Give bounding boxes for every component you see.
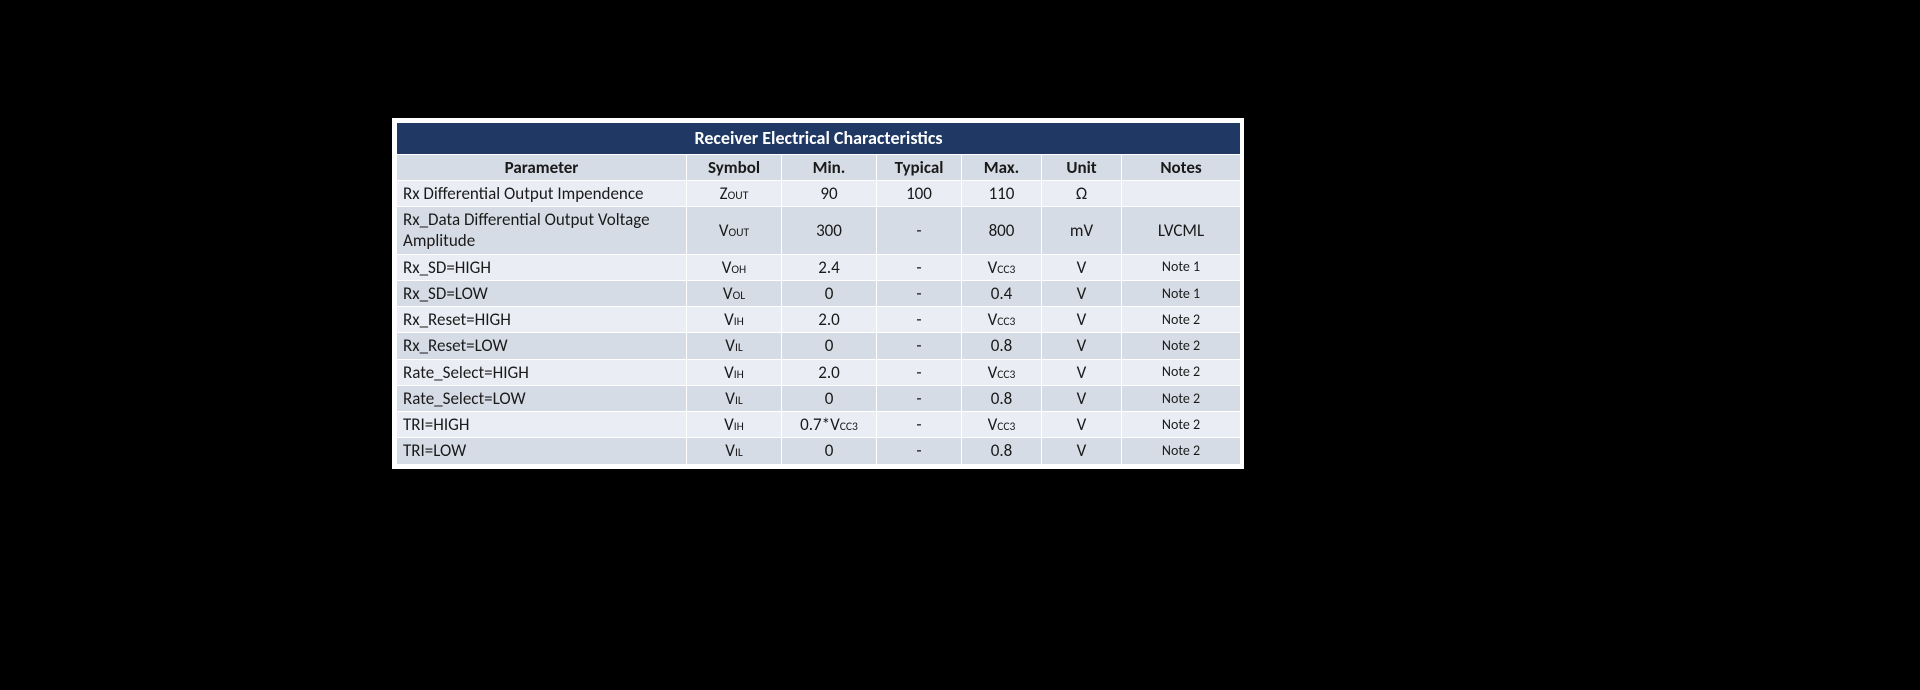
cell-max: VCC3 (962, 412, 1042, 438)
cell-min: 2.0 (782, 359, 877, 385)
cell-symbol: ZOUT (687, 180, 782, 206)
cell-unit: V (1042, 359, 1122, 385)
cell-unit: V (1042, 438, 1122, 464)
col-header-parameter: Parameter (397, 154, 687, 180)
cell-min: 0 (782, 280, 877, 306)
cell-parameter: Rate_Select=HIGH (397, 359, 687, 385)
cell-typical: - (877, 359, 962, 385)
cell-min: 0 (782, 333, 877, 359)
cell-max: VCC3 (962, 359, 1042, 385)
cell-min: 0.7*VCC3 (782, 412, 877, 438)
cell-symbol: VOUT (687, 207, 782, 255)
cell-notes (1122, 180, 1241, 206)
cell-symbol: VIH (687, 412, 782, 438)
table-row: Rx Differential Output ImpendenceZOUT901… (397, 180, 1241, 206)
cell-min: 2.4 (782, 254, 877, 280)
cell-max: VCC3 (962, 307, 1042, 333)
cell-symbol: VOL (687, 280, 782, 306)
cell-typical: - (877, 412, 962, 438)
cell-notes: Note 2 (1122, 307, 1241, 333)
cell-notes: Note 1 (1122, 254, 1241, 280)
characteristics-table: Receiver Electrical Characteristics Para… (396, 122, 1241, 465)
col-header-notes: Notes (1122, 154, 1241, 180)
cell-notes: LVCML (1122, 207, 1241, 255)
cell-parameter: Rate_Select=LOW (397, 385, 687, 411)
cell-symbol: VOH (687, 254, 782, 280)
table-header-row: Parameter Symbol Min. Typical Max. Unit … (397, 154, 1241, 180)
table-row: Rx_SD=HIGHVOH2.4-VCC3VNote 1 (397, 254, 1241, 280)
cell-notes: Note 2 (1122, 412, 1241, 438)
cell-symbol: VIL (687, 438, 782, 464)
col-header-symbol: Symbol (687, 154, 782, 180)
cell-max: 800 (962, 207, 1042, 255)
cell-unit: V (1042, 307, 1122, 333)
cell-parameter: TRI=LOW (397, 438, 687, 464)
cell-symbol: VIL (687, 333, 782, 359)
cell-symbol: VIL (687, 385, 782, 411)
cell-unit: V (1042, 280, 1122, 306)
cell-max: 0.8 (962, 438, 1042, 464)
table-body: Rx Differential Output ImpendenceZOUT901… (397, 180, 1241, 464)
cell-unit: V (1042, 254, 1122, 280)
cell-parameter: Rx_Reset=LOW (397, 333, 687, 359)
cell-typical: - (877, 385, 962, 411)
cell-parameter: Rx_SD=LOW (397, 280, 687, 306)
table-row: TRI=LOWVIL0-0.8VNote 2 (397, 438, 1241, 464)
cell-typical: - (877, 438, 962, 464)
cell-typical: - (877, 280, 962, 306)
cell-min: 2.0 (782, 307, 877, 333)
col-header-unit: Unit (1042, 154, 1122, 180)
cell-max: VCC3 (962, 254, 1042, 280)
table-row: Rx_Data Differential Output Voltage Ampl… (397, 207, 1241, 255)
cell-typical: - (877, 207, 962, 255)
cell-min: 300 (782, 207, 877, 255)
col-header-min: Min. (782, 154, 877, 180)
table-row: Rate_Select=HIGHVIH2.0-VCC3VNote 2 (397, 359, 1241, 385)
cell-max: 110 (962, 180, 1042, 206)
cell-parameter: TRI=HIGH (397, 412, 687, 438)
cell-min: 0 (782, 438, 877, 464)
cell-unit: V (1042, 333, 1122, 359)
cell-notes: Note 2 (1122, 438, 1241, 464)
cell-max: 0.8 (962, 333, 1042, 359)
cell-notes: Note 2 (1122, 359, 1241, 385)
table-row: Rx_Reset=LOWVIL0-0.8VNote 2 (397, 333, 1241, 359)
cell-unit: V (1042, 385, 1122, 411)
table-row: Rate_Select=LOWVIL0-0.8VNote 2 (397, 385, 1241, 411)
cell-typical: - (877, 254, 962, 280)
col-header-typical: Typical (877, 154, 962, 180)
table-row: TRI=HIGHVIH0.7*VCC3-VCC3VNote 2 (397, 412, 1241, 438)
characteristics-table-wrap: Receiver Electrical Characteristics Para… (392, 118, 1244, 469)
cell-parameter: Rx Differential Output Impendence (397, 180, 687, 206)
table-title-row: Receiver Electrical Characteristics (397, 123, 1241, 155)
cell-parameter: Rx_SD=HIGH (397, 254, 687, 280)
cell-unit: V (1042, 412, 1122, 438)
cell-unit: mV (1042, 207, 1122, 255)
cell-parameter: Rx_Data Differential Output Voltage Ampl… (397, 207, 687, 255)
cell-parameter: Rx_Reset=HIGH (397, 307, 687, 333)
cell-typical: 100 (877, 180, 962, 206)
cell-max: 0.8 (962, 385, 1042, 411)
cell-symbol: VIH (687, 307, 782, 333)
table-row: Rx_SD=LOWVOL0-0.4VNote 1 (397, 280, 1241, 306)
cell-min: 0 (782, 385, 877, 411)
cell-typical: - (877, 333, 962, 359)
cell-unit: Ω (1042, 180, 1122, 206)
cell-notes: Note 2 (1122, 385, 1241, 411)
cell-symbol: VIH (687, 359, 782, 385)
table-title: Receiver Electrical Characteristics (397, 123, 1241, 155)
col-header-max: Max. (962, 154, 1042, 180)
cell-max: 0.4 (962, 280, 1042, 306)
cell-typical: - (877, 307, 962, 333)
cell-notes: Note 1 (1122, 280, 1241, 306)
cell-notes: Note 2 (1122, 333, 1241, 359)
table-row: Rx_Reset=HIGHVIH2.0-VCC3VNote 2 (397, 307, 1241, 333)
cell-min: 90 (782, 180, 877, 206)
